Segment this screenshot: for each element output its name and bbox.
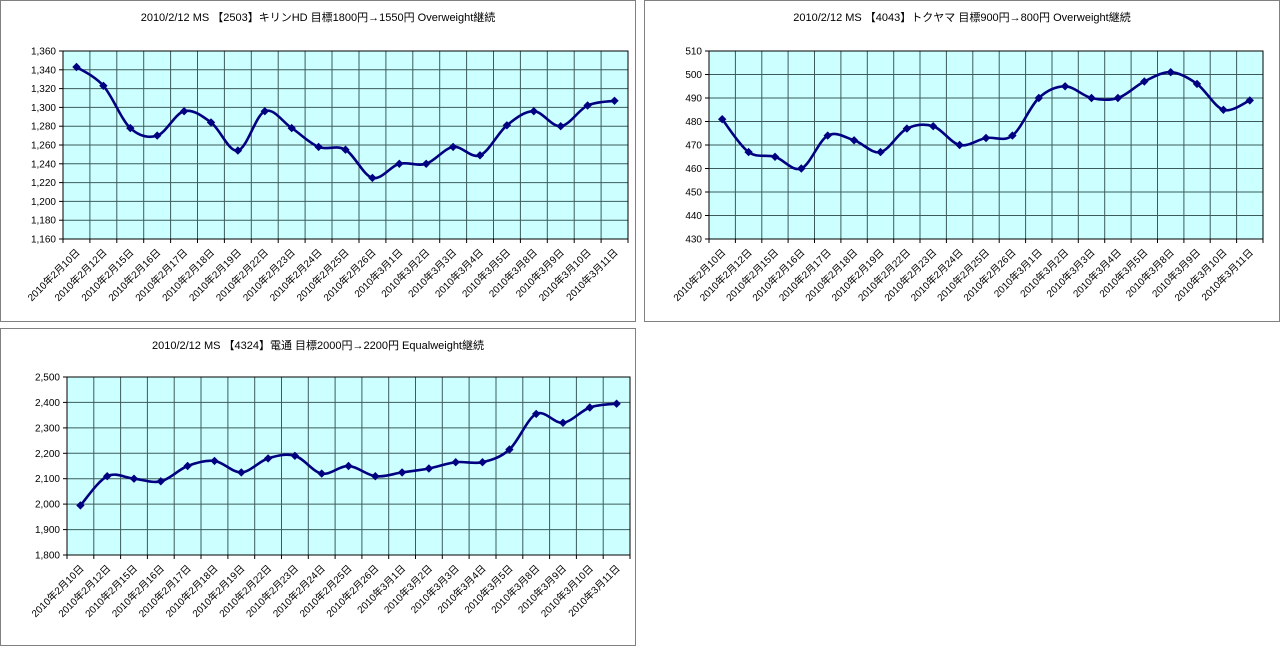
svg-text:1,320: 1,320 (31, 84, 56, 95)
svg-text:470: 470 (685, 141, 702, 152)
svg-text:2,300: 2,300 (35, 423, 60, 434)
svg-text:480: 480 (685, 117, 702, 128)
svg-text:430: 430 (685, 235, 702, 246)
chart-title-4324: 2010/2/12 MS 【4324】電通 目標2000円→2200円 Equa… (151, 340, 484, 352)
svg-text:1,360: 1,360 (31, 47, 56, 58)
svg-text:2,100: 2,100 (35, 474, 60, 485)
svg-text:1,800: 1,800 (35, 551, 60, 562)
svg-text:1,280: 1,280 (31, 122, 56, 133)
chart-panel-2503-kirin: 2010/2/12 MS 【2503】キリンHD 目標1800円→1550円 O… (0, 0, 636, 322)
chart-panel-4324-dentsu: 2010/2/12 MS 【4324】電通 目標2000円→2200円 Equa… (0, 328, 636, 646)
chart-canvas-2503: 1,160 1,180 1,200 1,220 1,240 1,260 1,280 1,300… (1, 1, 635, 321)
chart-title-4043: 2010/2/12 MS 【4043】トクヤマ 目標900円→800円 Over… (793, 12, 1131, 24)
line-chart-svg: 1,800 1,900 2,000 2,100 2,200 2,300 2,400 2,500… (29, 373, 631, 620)
svg-text:2,200: 2,200 (35, 449, 60, 460)
svg-text:1,240: 1,240 (31, 159, 56, 170)
svg-text:1,260: 1,260 (31, 141, 56, 152)
svg-text:1,900: 1,900 (35, 525, 60, 536)
svg-text:1,180: 1,180 (31, 216, 56, 227)
chart-title-2503: 2010/2/12 MS 【2503】キリンHD 目標1800円→1550円 O… (140, 12, 496, 24)
svg-text:460: 460 (685, 164, 702, 175)
svg-text:2,400: 2,400 (35, 398, 60, 409)
svg-text:2,000: 2,000 (35, 500, 60, 511)
svg-text:2,500: 2,500 (35, 373, 60, 384)
chart-canvas-4324: 1,800 1,900 2,000 2,100 2,200 2,300 2,400 2,500… (1, 329, 635, 645)
svg-text:1,160: 1,160 (31, 235, 56, 246)
chart-canvas-4043: 430 440 450 460 470 480 490 500 510 2010年2月10日 201… (645, 1, 1279, 321)
svg-text:1,200: 1,200 (31, 197, 56, 208)
svg-text:510: 510 (685, 47, 702, 58)
line-chart-svg: 1,160 1,180 1,200 1,220 1,240 1,260 1,280 1,300… (25, 47, 629, 304)
svg-text:1,220: 1,220 (31, 178, 56, 189)
svg-text:450: 450 (685, 188, 702, 199)
svg-text:1,340: 1,340 (31, 65, 56, 76)
line-chart-svg: 4304404504604704804905005102010年2月10日201… (670, 47, 1264, 304)
chart-panel-4043-tokuyama: 2010/2/12 MS 【4043】トクヤマ 目標900円→800円 Over… (644, 0, 1280, 322)
svg-text:440: 440 (685, 211, 702, 222)
svg-text:1,300: 1,300 (31, 103, 56, 114)
svg-text:490: 490 (685, 94, 702, 105)
svg-text:500: 500 (685, 70, 702, 81)
